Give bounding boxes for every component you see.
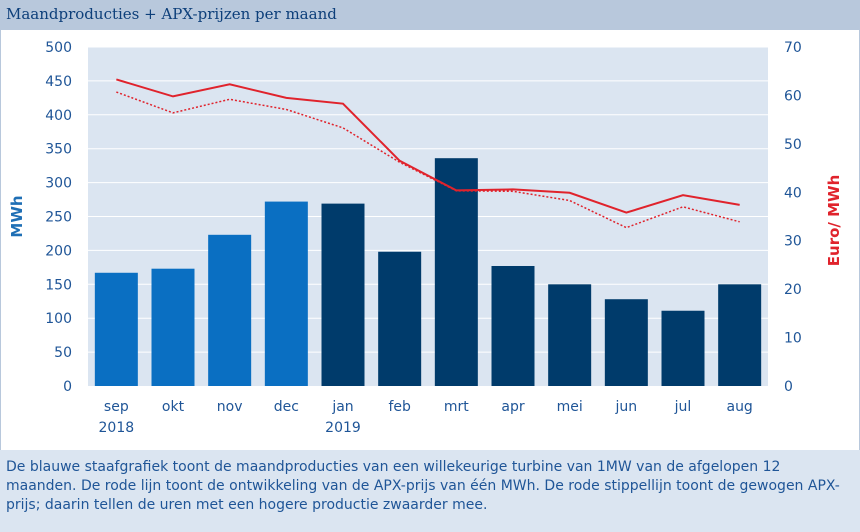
left-tick-label: 350 bbox=[45, 142, 72, 158]
left-tick-label: 500 bbox=[45, 40, 72, 56]
right-tick-label: 50 bbox=[784, 137, 802, 153]
x-tick-label: 2018 bbox=[99, 420, 135, 436]
bar bbox=[661, 310, 705, 386]
bar bbox=[378, 251, 422, 386]
bar bbox=[208, 234, 252, 386]
right-tick-label: 20 bbox=[784, 282, 802, 298]
plot-area: 0 50 100 150 200 250 300 350 400 450 500 0 10 20 30 40… bbox=[0, 30, 860, 450]
left-tick-label: 100 bbox=[45, 311, 72, 327]
right-tick-label: 40 bbox=[784, 185, 802, 201]
left-axis-label: MWh bbox=[8, 195, 26, 237]
x-tick-label: 2019 bbox=[325, 420, 361, 436]
left-tick-label: 0 bbox=[63, 379, 72, 395]
x-tick-label: dec bbox=[274, 399, 299, 415]
left-tick-label: 450 bbox=[45, 74, 72, 90]
left-tick-label: 200 bbox=[45, 243, 72, 259]
right-tick-label: 70 bbox=[784, 40, 802, 56]
x-tick-label: aug bbox=[726, 399, 752, 415]
bar bbox=[151, 268, 195, 386]
x-axis-ticks: sep 2018 okt nov dec jan 2019 feb mrt apr mei jun ju… bbox=[99, 399, 753, 436]
x-tick-label: okt bbox=[162, 399, 185, 415]
bar bbox=[491, 265, 535, 386]
left-tick-label: 150 bbox=[45, 277, 72, 293]
right-tick-label: 0 bbox=[784, 379, 793, 395]
right-tick-label: 60 bbox=[784, 88, 802, 104]
x-tick-label: jan bbox=[331, 399, 353, 415]
bar bbox=[548, 284, 592, 386]
right-axis-ticks: 0 10 20 30 40 50 60 70 bbox=[784, 40, 802, 395]
right-tick-label: 10 bbox=[784, 331, 802, 347]
bar bbox=[604, 299, 648, 386]
x-tick-label: mei bbox=[557, 399, 583, 415]
left-tick-label: 250 bbox=[45, 210, 72, 226]
left-tick-label: 50 bbox=[54, 345, 72, 361]
chart-caption: De blauwe staafgrafiek toont de maandpro… bbox=[0, 450, 860, 532]
right-tick-label: 30 bbox=[784, 234, 802, 250]
combo-chart: 0 50 100 150 200 250 300 350 400 450 500 0 10 20 30 40… bbox=[8, 40, 843, 436]
x-tick-label: jun bbox=[615, 399, 638, 415]
gridlines bbox=[88, 46, 768, 353]
x-tick-label: jul bbox=[674, 399, 692, 415]
x-tick-label: sep bbox=[104, 399, 129, 415]
x-tick-label: apr bbox=[501, 399, 524, 415]
line-series bbox=[116, 78, 740, 229]
chart-title: Maandproducties + APX-prijzen per maand bbox=[0, 0, 860, 30]
bar-series bbox=[94, 158, 762, 386]
bar bbox=[434, 158, 478, 386]
x-tick-label: feb bbox=[388, 399, 411, 415]
bar bbox=[94, 272, 138, 386]
bar bbox=[264, 201, 308, 386]
left-tick-label: 300 bbox=[45, 176, 72, 192]
x-tick-label: nov bbox=[217, 399, 243, 415]
x-tick-label: mrt bbox=[444, 399, 469, 415]
weighted-price-line bbox=[116, 91, 740, 229]
bar bbox=[718, 284, 762, 386]
bar bbox=[321, 203, 365, 386]
price-line bbox=[116, 78, 740, 214]
left-tick-label: 400 bbox=[45, 108, 72, 124]
left-axis-ticks: 0 50 100 150 200 250 300 350 400 450 500 bbox=[45, 40, 72, 395]
right-axis-label: Euro/ MWh bbox=[825, 175, 843, 266]
